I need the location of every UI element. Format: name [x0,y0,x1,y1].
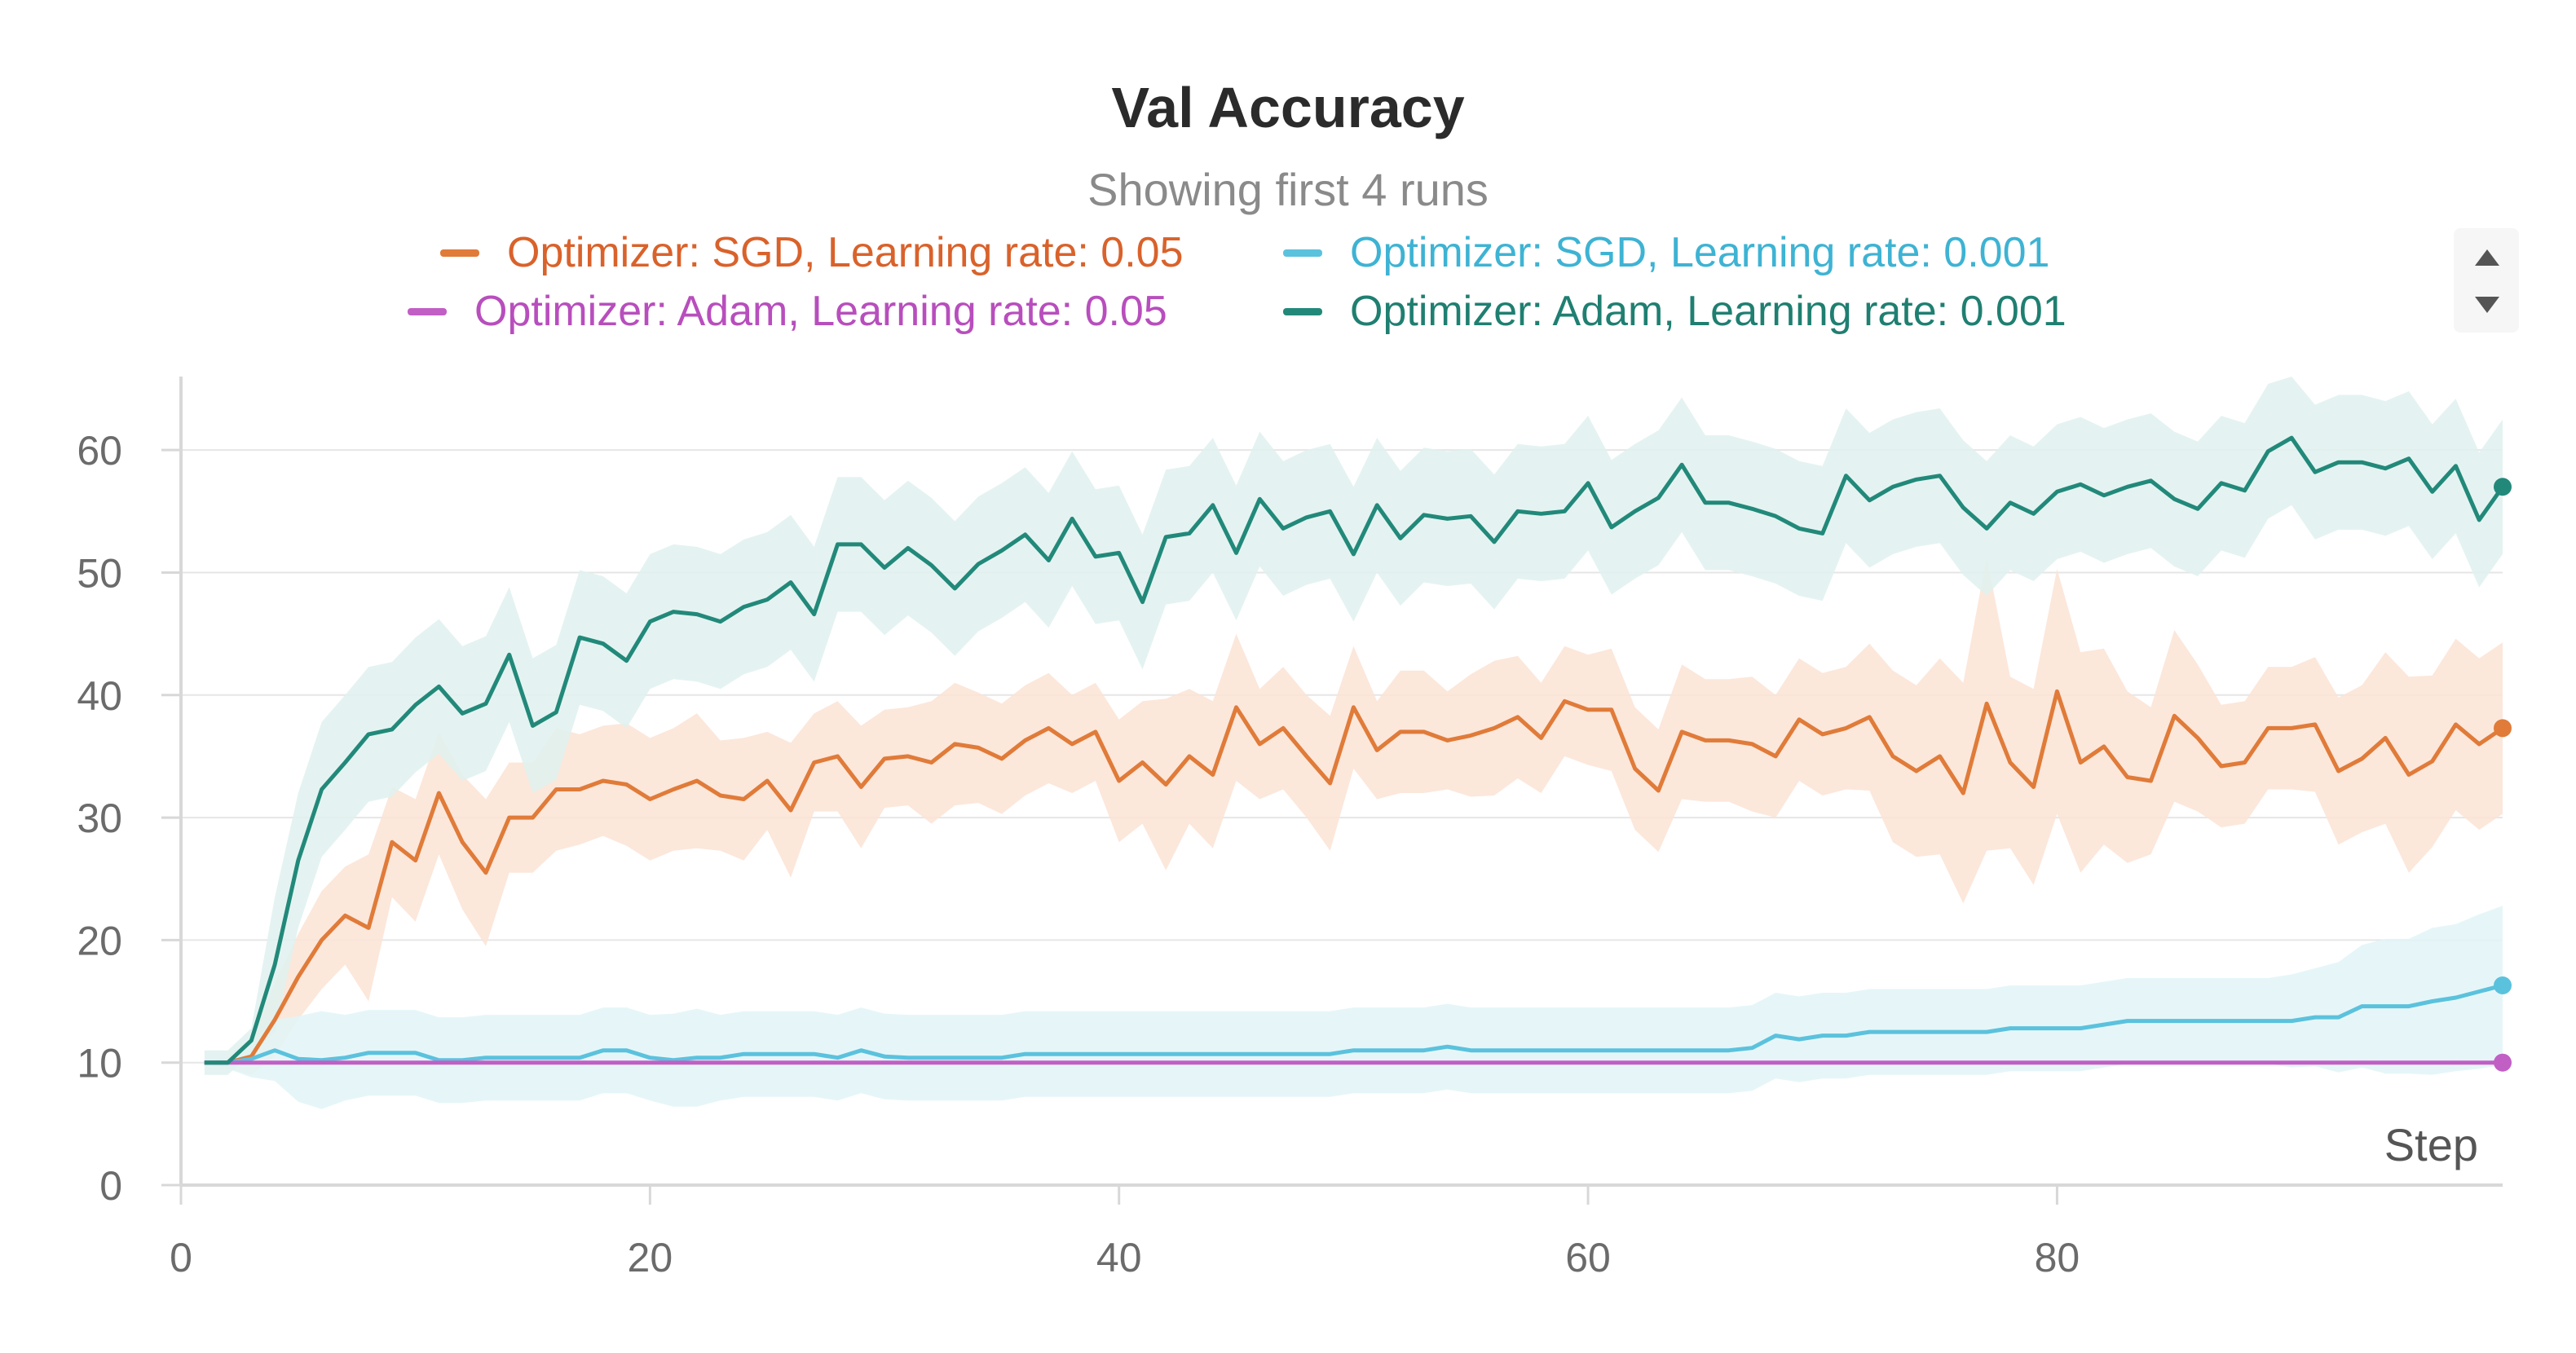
y-tick-label: 0 [99,1163,122,1209]
x-axis-label: Step [2384,1119,2478,1170]
series-band [204,377,2503,1075]
series-band [204,556,2503,1075]
y-tick-label: 30 [77,795,122,841]
legend-item-sgd-0.05[interactable]: Optimizer: SGD, Learning rate: 0.05 [440,228,1184,277]
series-band [204,906,2503,1109]
x-tick-label: 60 [1565,1235,1611,1280]
chart-subtitle: Showing first 4 runs [1087,164,1489,215]
legend-swatch [440,249,479,257]
legend-label: Optimizer: Adam, Learning rate: 0.001 [1350,288,2067,335]
y-tick-label: 50 [77,550,122,596]
series-end-point [2494,976,2512,995]
legend-swatch [1283,307,1322,315]
scroll-up-arrow-icon[interactable] [2475,249,2499,266]
x-tick-label: 40 [1096,1235,1142,1280]
x-tick-label: 0 [170,1235,192,1280]
y-tick-label: 60 [77,428,122,474]
x-tick-label: 80 [2035,1235,2080,1280]
y-tick-label: 20 [77,918,122,963]
legend-item-adam-0.05[interactable]: Optimizer: Adam, Learning rate: 0.05 [408,287,1167,336]
scroll-down-arrow-icon[interactable] [2475,297,2499,313]
series-line [204,983,2503,1065]
series-line [204,689,2504,1065]
x-tick-label: 20 [628,1235,673,1280]
series-end-point [2494,1053,2512,1072]
legend-label: Optimizer: Adam, Learning rate: 0.05 [474,288,1167,335]
series-line [204,435,2505,1065]
series-end-point [2494,478,2512,496]
legend-swatch [408,307,447,315]
chart-title: Val Accuracy [1111,76,1465,139]
y-tick-label: 10 [77,1041,122,1086]
legend-label: Optimizer: SGD, Learning rate: 0.001 [1350,229,2050,276]
legend-label: Optimizer: SGD, Learning rate: 0.05 [507,229,1184,276]
y-tick-label: 40 [77,673,122,719]
series-end-point [2494,719,2512,738]
legend-item-sgd-0.001[interactable]: Optimizer: SGD, Learning rate: 0.001 [1283,228,2049,277]
legend-scroll-control [2454,228,2519,333]
legend-swatch [1283,249,1322,257]
legend-item-adam-0.001[interactable]: Optimizer: Adam, Learning rate: 0.001 [1283,287,2067,336]
